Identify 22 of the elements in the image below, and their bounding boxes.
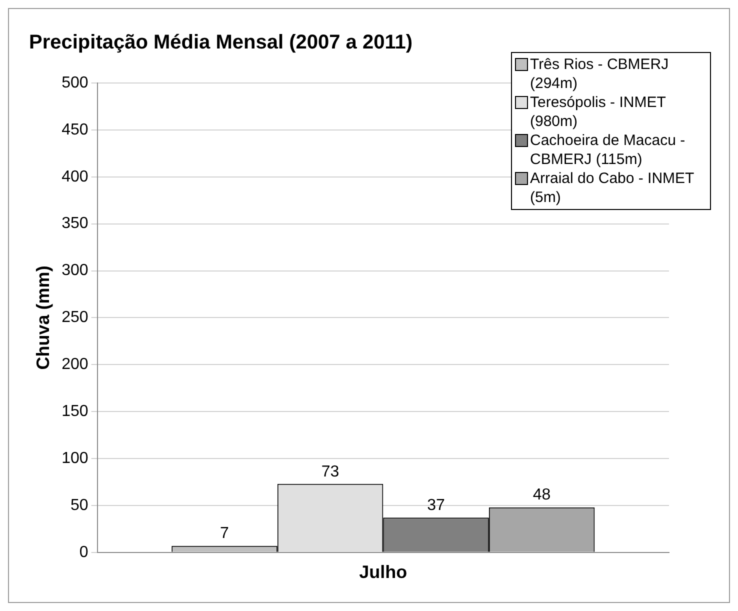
legend-label: Arraial do Cabo - INMET (5m) [530,169,695,207]
y-tick-label: 350 [62,215,88,232]
legend-label: Cachoeira de Macacu - CBMERJ (115m) [530,131,686,169]
y-tick-label: 300 [62,262,88,280]
chart-title: Precipitação Média Mensal (2007 a 2011) [29,32,413,54]
y-tick-label: 500 [62,74,88,92]
y-axis-title: Chuva (mm) [32,266,53,370]
y-tick-label: 100 [62,450,88,467]
legend-label: Três Rios - CBMERJ (294m) [530,55,670,93]
data-label: 7 [220,525,230,542]
y-tick-label: 0 [79,544,88,561]
y-tick-label: 150 [62,402,88,420]
data-label: 73 [321,463,340,480]
y-tick-label: 450 [62,121,88,138]
data-label: 37 [427,497,446,514]
y-tick-label: 400 [62,168,88,186]
x-tick-label: Julho [359,562,408,582]
legend-label: Teresópolis - INMET (980m) [530,93,667,131]
data-label: 48 [532,486,551,504]
y-tick-label: 250 [62,309,88,326]
y-tick-label: 200 [62,356,88,374]
y-tick-label: 50 [70,496,88,514]
